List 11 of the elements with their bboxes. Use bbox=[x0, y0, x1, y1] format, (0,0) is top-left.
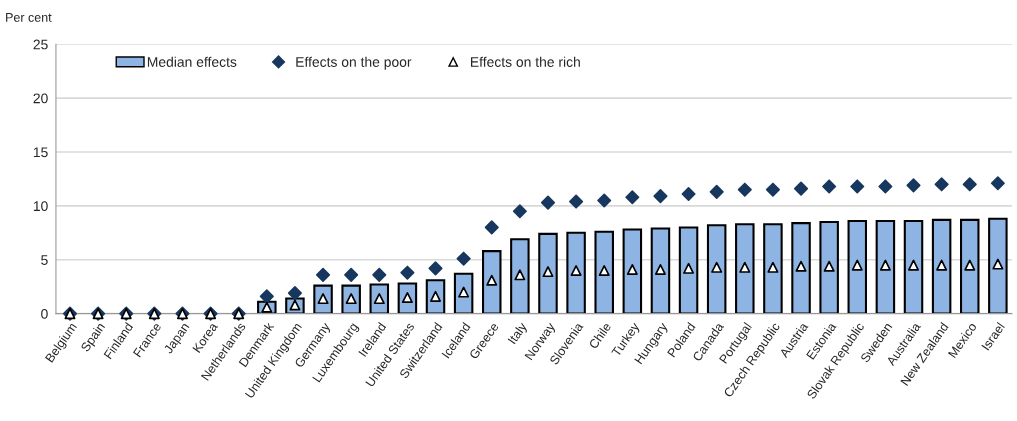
legend-label: Median effects bbox=[147, 56, 237, 67]
legend-label: Effects on the poor bbox=[296, 56, 412, 70]
y-tick-label: 20 bbox=[33, 93, 48, 104]
legend-label: Effects on the rich bbox=[471, 56, 580, 67]
y-axis-title: Per cent bbox=[6, 13, 52, 22]
y-tick-label: 25 bbox=[33, 39, 48, 50]
y-tick-label: 0 bbox=[41, 308, 48, 319]
x-tick-label: Italy bbox=[507, 321, 530, 346]
y-tick-label: 5 bbox=[41, 255, 48, 265]
y-tick-label: 15 bbox=[33, 147, 48, 158]
y-tick-label: 10 bbox=[33, 201, 48, 212]
